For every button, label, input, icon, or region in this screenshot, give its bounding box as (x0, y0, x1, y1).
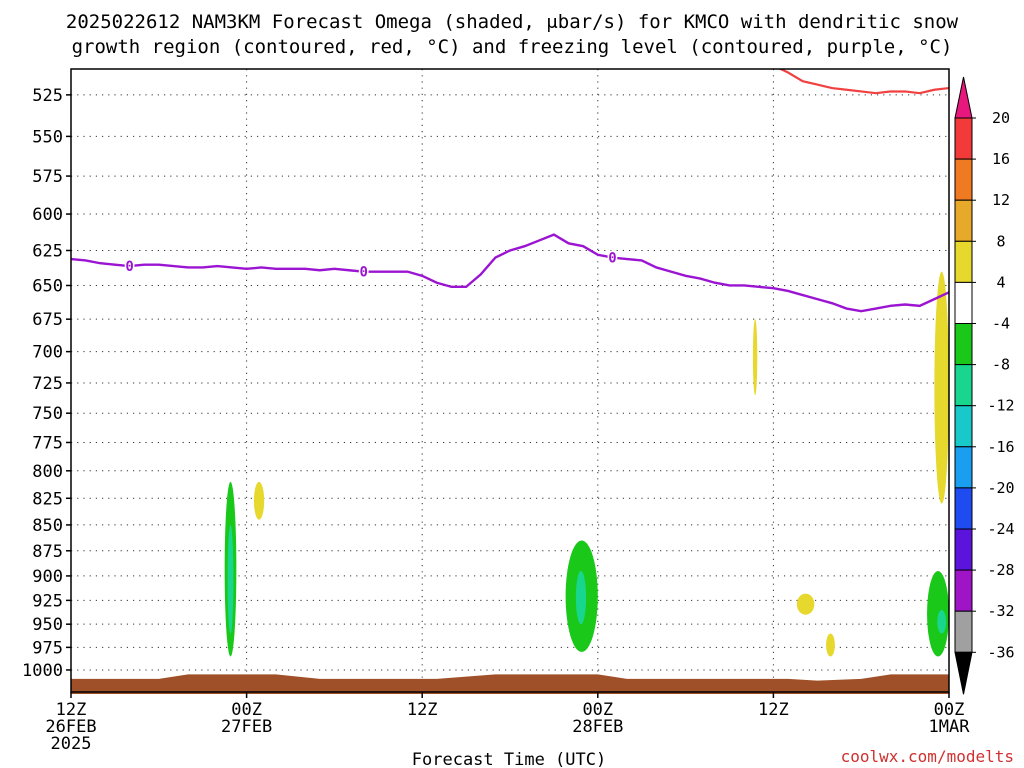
y-tick-label-550: 550 (32, 127, 63, 147)
y-tick-label-700: 700 (32, 343, 63, 363)
colorbar-label-2: 12 (992, 191, 1010, 209)
plot-background (71, 69, 949, 692)
y-tick-label-950: 950 (32, 615, 63, 635)
dendritic-region-line (778, 69, 949, 95)
y-tick-label-575: 575 (32, 167, 63, 187)
colorbar-label-4: 4 (996, 273, 1005, 291)
terrain-surface (71, 674, 949, 694)
colorbar-segment-1 (954, 117, 973, 160)
y-tick-label-1000: 1000 (22, 661, 63, 681)
y-tick-label-800: 800 (32, 462, 63, 482)
omega-shading (224, 271, 950, 657)
colorbar-label-10: -24 (987, 520, 1014, 538)
freezing-level-label-0: 0 (125, 259, 133, 275)
colorbar-segment-2 (954, 158, 973, 201)
y-tick-label-525: 525 (32, 86, 63, 106)
y-axis: 525 550 575 600 625 650 675 700 725 750 775 800 825 8… (22, 86, 71, 681)
colorbar-segment-7 (954, 364, 973, 407)
colorbar-legend: 20 16 12 8 4 -4 -8 -12 -16 -20 -24 -28 -32 -36 (954, 76, 1015, 695)
omega-area-5 (752, 319, 758, 396)
colorbar-segment-3 (954, 199, 973, 242)
y-tick-label-625: 625 (32, 241, 63, 261)
contour-lines: 0 0 0 (70, 69, 950, 313)
colorbar-segment-4 (954, 240, 973, 283)
colorbar-label-7: -12 (987, 397, 1014, 415)
y-tick-label-850: 850 (32, 516, 63, 536)
y-tick-label-650: 650 (32, 276, 63, 296)
y-tick-label-600: 600 (32, 205, 63, 225)
colorbar-label-5: -4 (992, 315, 1010, 333)
colorbar-segment-5 (954, 281, 973, 324)
freezing-level-label-1: 0 (359, 265, 367, 281)
colorbar-label-6: -8 (992, 356, 1010, 374)
colorbar-segment-9 (954, 446, 973, 489)
y-tick-label-925: 925 (32, 591, 63, 611)
omega-area-1 (227, 524, 234, 634)
x-tick-label-0-2: 26FEB (45, 717, 96, 737)
colorbar-segment-8 (954, 405, 973, 448)
y-tick-label-975: 975 (32, 638, 63, 658)
x-tick-label-0-1: 12Z (56, 700, 87, 720)
colorbar-label-1: 16 (992, 150, 1010, 168)
omega-area-4 (575, 570, 587, 625)
x-axis-title: Forecast Time (UTC) (412, 750, 606, 768)
colorbar-label-9: -20 (987, 479, 1014, 497)
y-tick-label-900: 900 (32, 567, 63, 587)
plot-area (71, 69, 949, 692)
x-tick-label-12-1: 00Z (231, 700, 262, 720)
x-tick-label-0-3: 2025 (51, 734, 92, 754)
colorbar-label-12: -32 (987, 602, 1014, 620)
colorbar-segment-12 (954, 569, 973, 612)
omega-area-7 (826, 633, 835, 657)
terrain-fill (71, 674, 949, 694)
y-tick-label-875: 875 (32, 542, 63, 562)
freezing-level-label-2: 0 (608, 251, 616, 267)
chart-title-line2: growth region (contoured, red, °C) and f… (72, 36, 953, 58)
colorbar-label-11: -28 (987, 561, 1014, 579)
y-tick-label-750: 750 (32, 404, 63, 424)
freezing-level-line (70, 233, 950, 313)
plot-border (70, 68, 950, 693)
colorbar-segment-6 (954, 323, 973, 366)
omega-area-10 (937, 609, 947, 634)
x-tick-label-12-2: 27FEB (221, 717, 272, 737)
x-tick-label-60-1: 00Z (934, 700, 965, 720)
x-tick-label-60-2: 1MAR (929, 717, 971, 737)
colorbar-label-0: 20 (992, 109, 1010, 127)
colorbar-label-13: -36 (987, 643, 1014, 661)
colorbar-label-3: 8 (996, 232, 1005, 250)
omega-area-2 (253, 481, 265, 520)
x-tick-label-36-2: 28FEB (572, 717, 623, 737)
omega-area-9 (927, 570, 950, 657)
colorbar-label-8: -16 (987, 438, 1014, 456)
y-tick-label-825: 825 (32, 489, 63, 509)
omega-area-8 (934, 271, 950, 504)
colorbar-top-arrow (954, 76, 973, 119)
plot-frame (70, 68, 950, 693)
y-tick-label-675: 675 (32, 310, 63, 330)
x-tick-label-24-1: 12Z (407, 700, 438, 720)
chart-title-line1: 2025022612 NAM3KM Forecast Omega (shaded… (66, 11, 959, 33)
y-tick-label-725: 725 (32, 374, 63, 394)
colorbar-bottom-arrow (954, 651, 973, 695)
colorbar-segment-13 (954, 610, 973, 653)
colorbar-segment-10 (954, 487, 973, 530)
credit-text: coolwx.com/modelts (841, 747, 1014, 766)
x-tick-label-36-1: 00Z (582, 700, 613, 720)
y-tick-label-775: 775 (32, 433, 63, 453)
omega-area-6 (796, 593, 815, 615)
colorbar-segment-11 (954, 528, 973, 571)
x-tick-label-48-1: 12Z (758, 700, 789, 720)
